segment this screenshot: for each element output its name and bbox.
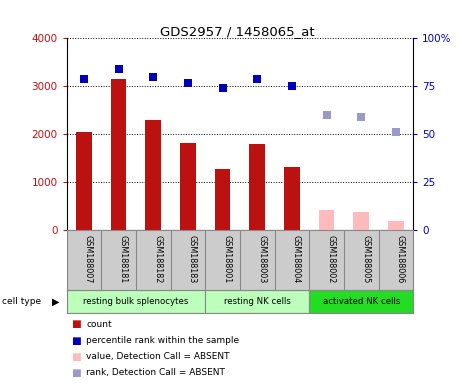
Bar	[249, 144, 265, 230]
Text: ■: ■	[71, 336, 81, 346]
Bar	[145, 120, 161, 230]
Text: ■: ■	[71, 368, 81, 378]
Bar	[76, 132, 92, 230]
Bar	[319, 210, 334, 230]
Bar	[66, 290, 205, 313]
Point	[218, 85, 227, 91]
Text: value, Detection Call = ABSENT: value, Detection Call = ABSENT	[86, 352, 230, 361]
Text: rank, Detection Call = ABSENT: rank, Detection Call = ABSENT	[86, 368, 225, 377]
Bar	[111, 79, 126, 230]
Bar	[309, 290, 413, 313]
Bar	[284, 167, 300, 230]
Point	[358, 114, 365, 120]
Text: GSM188002: GSM188002	[327, 235, 335, 283]
Text: resting NK cells: resting NK cells	[224, 297, 291, 306]
Text: GSM188183: GSM188183	[188, 235, 197, 283]
Text: GSM188003: GSM188003	[257, 235, 266, 283]
Text: count: count	[86, 320, 112, 329]
Bar	[388, 221, 404, 230]
Point	[149, 74, 157, 80]
Point	[254, 76, 261, 82]
Text: ■: ■	[71, 319, 81, 329]
Point	[323, 112, 331, 118]
Bar	[205, 290, 309, 313]
Text: GSM188181: GSM188181	[119, 235, 127, 283]
Text: ▶: ▶	[52, 297, 60, 307]
Bar	[180, 143, 196, 230]
Text: ■: ■	[71, 352, 81, 362]
Bar	[215, 169, 230, 230]
Text: GSM188007: GSM188007	[84, 235, 93, 283]
Text: resting bulk splenocytes: resting bulk splenocytes	[83, 297, 189, 306]
Point	[115, 66, 123, 72]
Point	[80, 76, 88, 82]
Point	[184, 79, 192, 86]
Text: GDS2957 / 1458065_at: GDS2957 / 1458065_at	[160, 25, 315, 38]
Text: GSM188005: GSM188005	[361, 235, 370, 283]
Text: GSM188182: GSM188182	[153, 235, 162, 283]
Point	[288, 83, 295, 89]
Point	[392, 129, 400, 136]
Text: GSM188004: GSM188004	[292, 235, 301, 283]
Text: cell type: cell type	[2, 297, 41, 306]
Text: activated NK cells: activated NK cells	[323, 297, 400, 306]
Text: GSM188006: GSM188006	[396, 235, 405, 283]
Text: GSM188001: GSM188001	[222, 235, 231, 283]
Bar	[353, 212, 369, 230]
Text: percentile rank within the sample: percentile rank within the sample	[86, 336, 239, 345]
